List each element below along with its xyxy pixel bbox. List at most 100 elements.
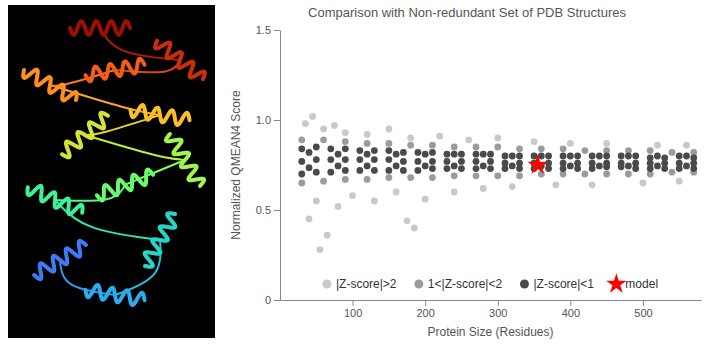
tick-label: 200 (416, 307, 434, 319)
point (509, 183, 516, 190)
point (654, 163, 661, 170)
legend-marker (520, 280, 529, 289)
point (494, 135, 501, 142)
point (451, 144, 458, 151)
tick: 1.0 (256, 114, 280, 126)
point (683, 153, 690, 160)
point (313, 169, 320, 176)
point (516, 145, 523, 152)
point (596, 163, 603, 170)
point (683, 163, 690, 170)
point (335, 163, 342, 170)
x-axis: 100200300400500 (281, 300, 702, 319)
tick-mark (274, 120, 280, 121)
legend-label: |Z-score|>2 (336, 277, 397, 291)
tick-label: 0.5 (256, 204, 271, 216)
point (531, 138, 538, 145)
point (487, 158, 494, 165)
point (458, 151, 465, 158)
point (560, 153, 567, 160)
tick: 100 (344, 300, 362, 319)
tick: 200 (416, 300, 434, 319)
tick: 1.5 (256, 24, 280, 36)
point (451, 151, 458, 158)
legend-item: model (606, 273, 658, 292)
tick-label: 1.0 (256, 114, 271, 126)
render-helix (85, 285, 144, 305)
point (298, 136, 305, 143)
point (473, 158, 480, 165)
point (306, 164, 313, 171)
point (356, 167, 363, 174)
point (407, 142, 414, 149)
point (603, 153, 610, 160)
point (581, 171, 588, 178)
series (298, 136, 697, 186)
tick-mark (498, 300, 499, 306)
point (327, 145, 334, 152)
point (404, 217, 411, 224)
point (371, 198, 378, 205)
point (313, 156, 320, 163)
point (567, 140, 574, 147)
render-helix (62, 113, 108, 158)
point (371, 147, 378, 154)
point (451, 189, 458, 196)
point (596, 153, 603, 160)
render-helix (27, 186, 82, 214)
point (538, 145, 545, 152)
series (527, 154, 547, 173)
point (480, 185, 487, 192)
point (371, 167, 378, 174)
legend-marker (322, 280, 331, 289)
tick: 0 (265, 294, 280, 306)
point (342, 129, 349, 136)
point (364, 151, 371, 158)
point (632, 153, 639, 160)
legend-item: |Z-score|<1 (520, 277, 594, 291)
legend: |Z-score|>2 1<|Z-score|<2 |Z-score|<1 model (322, 273, 658, 292)
structure-render (8, 5, 215, 338)
point (473, 144, 480, 151)
point (342, 138, 349, 145)
point (516, 153, 523, 160)
point (480, 163, 487, 170)
render-helix (166, 134, 204, 186)
point (422, 163, 429, 170)
point (589, 181, 596, 188)
point (654, 153, 661, 160)
point (487, 165, 494, 172)
legend-label: 1<|Z-score|<2 (428, 277, 503, 291)
point (473, 172, 480, 179)
point (480, 151, 487, 158)
render-helix (130, 105, 189, 125)
tick-label: 400 (562, 307, 580, 319)
point (298, 171, 305, 178)
point (364, 176, 371, 183)
point (385, 147, 392, 154)
point (306, 149, 313, 156)
tick: 0.5 (256, 204, 280, 216)
point (683, 142, 690, 149)
point (640, 180, 647, 187)
point (567, 163, 574, 170)
point (393, 151, 400, 158)
point (342, 145, 349, 152)
plot-area (298, 113, 697, 253)
point (356, 156, 363, 163)
chart: Comparison with Non-redundant Set of PDB… (229, 5, 702, 339)
point (647, 147, 654, 154)
point (509, 153, 516, 160)
tick: 500 (634, 300, 652, 319)
point (603, 171, 610, 178)
render-helix (145, 213, 176, 267)
point (429, 174, 436, 181)
legend-marker (606, 273, 626, 292)
legend-label: |Z-score|<1 (533, 277, 594, 291)
point (436, 133, 443, 140)
point (545, 153, 552, 160)
point (444, 158, 451, 165)
point (400, 158, 407, 165)
point (444, 165, 451, 172)
x-axis-title: Protein Size (Residues) (427, 325, 553, 339)
